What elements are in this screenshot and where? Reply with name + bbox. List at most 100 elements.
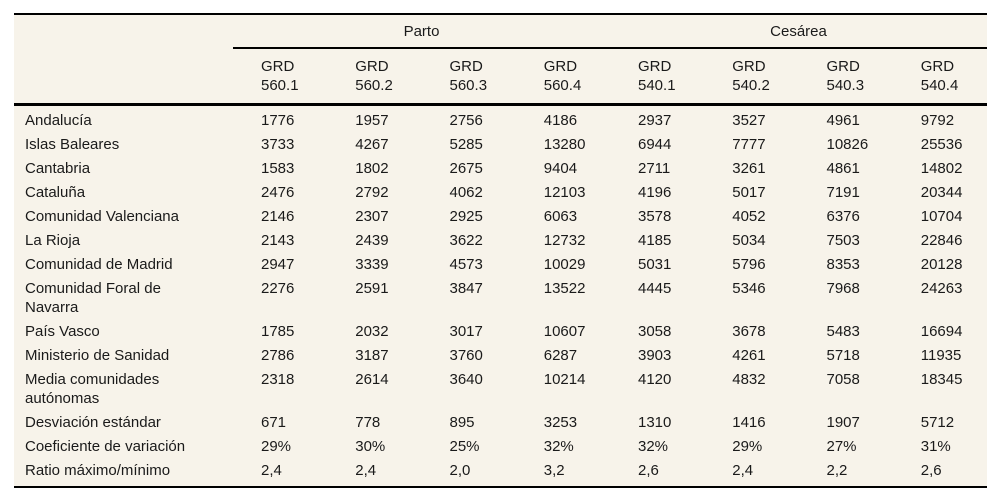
value-cell: 3578 — [638, 208, 672, 225]
value-cell: 2032 — [355, 323, 389, 340]
value-cell: 3187 — [355, 347, 389, 364]
corner-empty-cell — [14, 14, 233, 48]
value-cell: 22846 — [920, 232, 963, 249]
value-cell: 14802 — [920, 160, 963, 177]
value-cell: 32% — [543, 438, 574, 455]
table-row: Media comunidades autónomas 2318 2614 3640 10… — [14, 368, 987, 411]
value-cell: 5034 — [732, 232, 766, 249]
value-cell: 6063 — [543, 208, 578, 225]
value-cell: 2925 — [449, 208, 483, 225]
value-cell: 1802 — [355, 160, 389, 177]
value-cell: 2675 — [449, 160, 483, 177]
value-cell: 1785 — [261, 323, 295, 340]
column-header-grd-560.1: GRD 560.1 — [233, 48, 328, 106]
value-cell: 29% — [732, 438, 763, 455]
table-row: Coeficiente de variación 29% 30% 25% 32% 32% 2… — [14, 435, 987, 459]
row-label: Comunidad Valenciana — [25, 208, 179, 225]
value-cell: 3,2 — [543, 462, 565, 479]
value-cell: 3058 — [638, 323, 672, 340]
value-cell: 2947 — [261, 256, 295, 273]
value-cell: 10214 — [543, 371, 586, 388]
column-header-grd-560.4: GRD 560.4 — [515, 48, 610, 106]
value-cell: 18345 — [920, 371, 963, 388]
row-label: Ratio máximo/mínimo — [25, 462, 171, 479]
value-cell: 2711 — [638, 160, 671, 177]
table-row: Comunidad Foral de Navarra 2276 2591 3847 135… — [14, 277, 987, 320]
value-cell: 1310 — [638, 414, 672, 431]
table-row: Islas Baleares 3733 4267 5285 13280 6944 7777 1… — [14, 133, 987, 157]
value-cell: 20128 — [920, 256, 963, 273]
column-header-grd-540.4: GRD 540.4 — [892, 48, 987, 106]
column-header-line1: GRD — [732, 58, 766, 75]
column-header-row: GRD 560.1 GRD 560.2 GRD 560.3 GRD 560.4 GRD 540.1… — [14, 48, 987, 106]
value-cell: 2276 — [261, 280, 295, 297]
table-row: Andalucía 1776 1957 2756 4186 2937 3527 4961 979… — [14, 105, 987, 134]
value-cell: 2756 — [449, 112, 483, 129]
value-cell: 3847 — [449, 280, 483, 297]
value-cell: 3339 — [355, 256, 389, 273]
value-cell: 7503 — [826, 232, 860, 249]
value-cell: 671 — [261, 414, 287, 431]
column-header-line2: 560.4 — [543, 77, 582, 94]
value-cell: 3903 — [638, 347, 672, 364]
value-cell: 3527 — [732, 112, 766, 129]
value-cell: 5285 — [449, 136, 483, 153]
value-cell: 1957 — [355, 112, 389, 129]
value-cell: 5483 — [826, 323, 860, 340]
value-cell: 10704 — [920, 208, 963, 225]
value-cell: 7058 — [826, 371, 860, 388]
value-cell: 1776 — [261, 112, 295, 129]
value-cell: 10029 — [543, 256, 586, 273]
table-row: Ministerio de Sanidad 2786 3187 3760 6287 390… — [14, 344, 987, 368]
value-cell: 1907 — [826, 414, 860, 431]
value-cell: 11935 — [920, 347, 962, 364]
column-header-grd-560.3: GRD 560.3 — [421, 48, 516, 106]
value-cell: 5017 — [732, 184, 766, 201]
column-header-line2: 560.1 — [261, 77, 299, 94]
table-body: Andalucía 1776 1957 2756 4186 2937 3527 4961 979… — [14, 105, 987, 488]
column-header-line2: 540.1 — [638, 77, 676, 94]
row-label: Cantabria — [25, 160, 91, 177]
column-header-line2: 560.2 — [355, 77, 393, 94]
row-label: La Rioja — [25, 232, 81, 249]
table-row: País Vasco 1785 2032 3017 10607 3058 3678 5483 1… — [14, 320, 987, 344]
column-header-grd-540.2: GRD 540.2 — [704, 48, 799, 106]
value-cell: 3640 — [449, 371, 483, 388]
row-label-line: autónomas — [25, 390, 100, 407]
value-cell: 1583 — [261, 160, 295, 177]
table-row: Cantabria 1583 1802 2675 9404 2711 3261 4861 148… — [14, 157, 987, 181]
value-cell: 4861 — [826, 160, 860, 177]
value-cell: 3017 — [449, 323, 483, 340]
row-label: País Vasco — [25, 323, 100, 340]
value-cell: 4261 — [732, 347, 766, 364]
value-cell: 3678 — [732, 323, 766, 340]
value-cell: 3760 — [449, 347, 483, 364]
column-header-line1: GRD — [826, 58, 860, 75]
value-cell: 4445 — [638, 280, 672, 297]
column-header-grd-540.3: GRD 540.3 — [798, 48, 893, 106]
value-cell: 25% — [449, 438, 480, 455]
value-cell: 6376 — [826, 208, 860, 225]
value-cell: 4267 — [355, 136, 389, 153]
value-cell: 5346 — [732, 280, 766, 297]
value-cell: 2614 — [355, 371, 389, 388]
value-cell: 4961 — [826, 112, 860, 129]
value-cell: 16694 — [920, 323, 963, 340]
value-cell: 13522 — [543, 280, 586, 297]
value-cell: 2143 — [261, 232, 295, 249]
value-cell: 5712 — [920, 414, 955, 431]
value-cell: 6287 — [543, 347, 578, 364]
value-cell: 10607 — [543, 323, 586, 340]
column-header-line2: 540.2 — [732, 77, 770, 94]
value-cell: 5718 — [826, 347, 860, 364]
value-cell: 29% — [261, 438, 292, 455]
value-cell: 778 — [355, 414, 381, 431]
column-header-line1: GRD — [638, 58, 672, 75]
value-cell: 13280 — [543, 136, 586, 153]
table-row: Comunidad de Madrid 2947 3339 4573 10029 5031… — [14, 253, 987, 277]
value-cell: 2937 — [638, 112, 672, 129]
value-cell: 10826 — [826, 136, 869, 153]
value-cell: 2,6 — [638, 462, 659, 479]
value-cell: 7777 — [732, 136, 766, 153]
